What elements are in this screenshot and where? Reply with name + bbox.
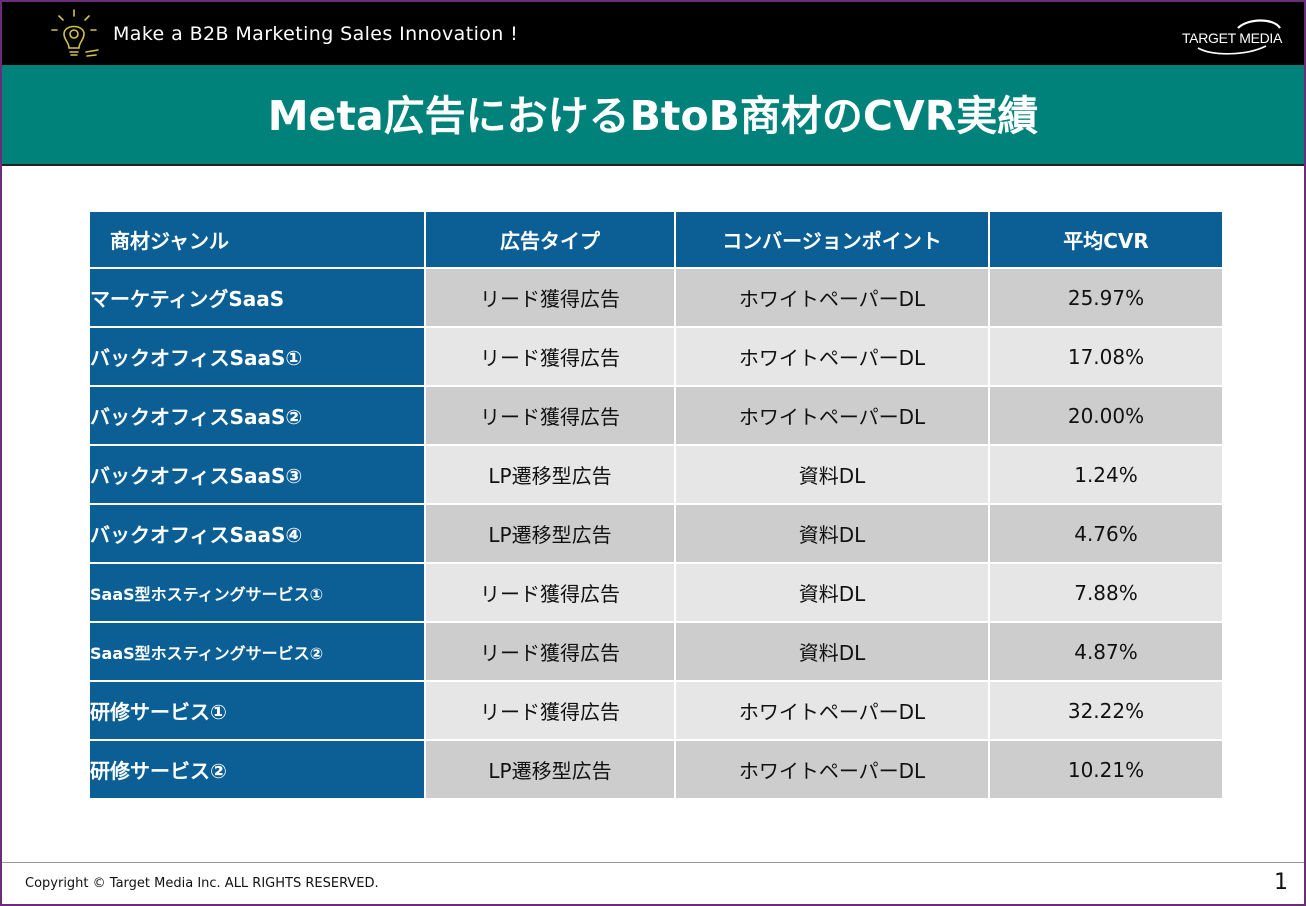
footer-divider bbox=[2, 862, 1304, 863]
cv-point-cell: ホワイトペーパーDL bbox=[676, 387, 990, 446]
ad-type-cell: リード獲得広告 bbox=[426, 623, 676, 682]
page-number: 1 bbox=[1274, 870, 1288, 895]
copyright: Copyright © Target Media Inc. ALL RIGHTS… bbox=[25, 876, 379, 891]
table-row: バックオフィスSaaS③ LP遷移型広告 資料DL 1.24% bbox=[90, 446, 1222, 505]
genre-cell: バックオフィスSaaS④ bbox=[90, 505, 426, 564]
ad-type-cell: LP遷移型広告 bbox=[426, 505, 676, 564]
cvr-cell: 25.97% bbox=[990, 269, 1222, 328]
ad-type-cell: リード獲得広告 bbox=[426, 269, 676, 328]
page-title: Meta広告におけるBtoB商材のCVR実績 bbox=[267, 92, 1039, 140]
cvr-cell: 32.22% bbox=[990, 682, 1222, 741]
column-header-cv-point: コンバージョンポイント bbox=[676, 212, 990, 269]
table-row: バックオフィスSaaS① リード獲得広告 ホワイトペーパーDL 17.08% bbox=[90, 328, 1222, 387]
genre-cell: マーケティングSaaS bbox=[90, 269, 426, 328]
column-header-cvr: 平均CVR bbox=[990, 212, 1222, 269]
genre-cell: SaaS型ホスティングサービス② bbox=[90, 623, 426, 682]
genre-cell: バックオフィスSaaS① bbox=[90, 328, 426, 387]
ad-type-cell: LP遷移型広告 bbox=[426, 446, 676, 505]
cvr-cell: 17.08% bbox=[990, 328, 1222, 387]
title-bar: Meta広告におけるBtoB商材のCVR実績 bbox=[2, 65, 1304, 166]
genre-cell: 研修サービス② bbox=[90, 741, 426, 800]
table-row: SaaS型ホスティングサービス② リード獲得広告 資料DL 4.87% bbox=[90, 623, 1222, 682]
top-bar: Make a B2B Marketing Sales Innovation ! … bbox=[2, 2, 1304, 65]
cv-point-cell: 資料DL bbox=[676, 623, 990, 682]
ad-type-cell: リード獲得広告 bbox=[426, 387, 676, 446]
table-row: 研修サービス② LP遷移型広告 ホワイトペーパーDL 10.21% bbox=[90, 741, 1222, 800]
tagline: Make a B2B Marketing Sales Innovation ! bbox=[113, 23, 519, 45]
ad-type-cell: リード獲得広告 bbox=[426, 328, 676, 387]
cv-point-cell: 資料DL bbox=[676, 505, 990, 564]
genre-cell: 研修サービス① bbox=[90, 682, 426, 741]
cvr-cell: 20.00% bbox=[990, 387, 1222, 446]
table-row: 研修サービス① リード獲得広告 ホワイトペーパーDL 32.22% bbox=[90, 682, 1222, 741]
logo-text: TARGET MEDIA bbox=[1181, 30, 1283, 46]
ad-type-cell: リード獲得広告 bbox=[426, 564, 676, 623]
column-header-genre: 商材ジャンル bbox=[90, 212, 426, 269]
table-row: バックオフィスSaaS④ LP遷移型広告 資料DL 4.76% bbox=[90, 505, 1222, 564]
lightbulb-icon bbox=[51, 9, 99, 57]
cvr-cell: 4.87% bbox=[990, 623, 1222, 682]
cv-point-cell: 資料DL bbox=[676, 564, 990, 623]
ad-type-cell: LP遷移型広告 bbox=[426, 741, 676, 800]
cvr-cell: 10.21% bbox=[990, 741, 1222, 800]
table-header-row: 商材ジャンル 広告タイプ コンバージョンポイント 平均CVR bbox=[90, 212, 1222, 269]
cvr-cell: 7.88% bbox=[990, 564, 1222, 623]
cvr-table: 商材ジャンル 広告タイプ コンバージョンポイント 平均CVR マーケティングSa… bbox=[90, 212, 1222, 800]
cv-point-cell: ホワイトペーパーDL bbox=[676, 741, 990, 800]
target-media-logo: TARGET MEDIA bbox=[1176, 16, 1288, 56]
cv-point-cell: ホワイトペーパーDL bbox=[676, 682, 990, 741]
cv-point-cell: 資料DL bbox=[676, 446, 990, 505]
table-row: バックオフィスSaaS② リード獲得広告 ホワイトペーパーDL 20.00% bbox=[90, 387, 1222, 446]
genre-cell: バックオフィスSaaS③ bbox=[90, 446, 426, 505]
genre-cell: バックオフィスSaaS② bbox=[90, 387, 426, 446]
cvr-cell: 4.76% bbox=[990, 505, 1222, 564]
table-row: マーケティングSaaS リード獲得広告 ホワイトペーパーDL 25.97% bbox=[90, 269, 1222, 328]
table-row: SaaS型ホスティングサービス① リード獲得広告 資料DL 7.88% bbox=[90, 564, 1222, 623]
column-header-ad-type: 広告タイプ bbox=[426, 212, 676, 269]
cv-point-cell: ホワイトペーパーDL bbox=[676, 328, 990, 387]
logo-arc-icon bbox=[1197, 19, 1281, 55]
genre-cell: SaaS型ホスティングサービス① bbox=[90, 564, 426, 623]
cv-point-cell: ホワイトペーパーDL bbox=[676, 269, 990, 328]
cvr-cell: 1.24% bbox=[990, 446, 1222, 505]
ad-type-cell: リード獲得広告 bbox=[426, 682, 676, 741]
